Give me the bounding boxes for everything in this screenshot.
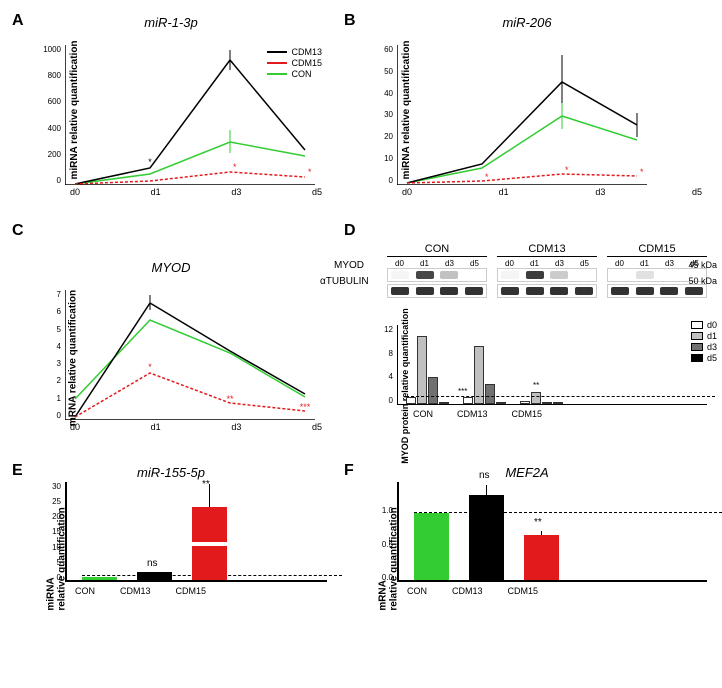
panel-d-barlabels: CON CDM13 CDM15 <box>397 409 707 419</box>
panel-c-label: C <box>12 222 24 240</box>
bar-e-cdm15: ** <box>192 507 227 580</box>
panel-a: A miR-1-3p miRNA relative quantification… <box>10 10 332 210</box>
panel-a-yticks: 1000 800 600 400 200 0 <box>37 45 61 185</box>
panel-b-xlabels: d0 d1 d3 d5 <box>397 187 707 197</box>
svg-text:*: * <box>233 162 237 172</box>
bar-f-con <box>414 513 449 580</box>
bars-cdm15: ** <box>520 392 563 404</box>
panel-b-svg: * * * <box>397 45 647 185</box>
panel-a-legend: CDM13 CDM15 CON <box>267 47 322 80</box>
panel-b-chart: 60 50 40 30 20 10 0 * <box>397 45 707 185</box>
panel-a-label: A <box>12 12 24 30</box>
panel-f-yticks: 1.0 0.5 0.0 <box>369 482 393 582</box>
panel-d-barchart: 12 8 4 0 *** <box>397 325 707 419</box>
e-con-label: CON <box>75 586 95 596</box>
panel-d-yticks: 12 8 4 0 <box>369 325 393 405</box>
figure-grid: A miR-1-3p miRNA relative quantification… <box>10 10 712 640</box>
tubulin-label: αTUBULIN <box>320 276 369 287</box>
panel-f-xlabels: CON CDM13 CDM15 <box>407 586 707 596</box>
e-cdm15-label: CDM15 <box>176 586 207 596</box>
svg-text:*: * <box>308 167 312 177</box>
panel-a-xlabels: d0 d1 d3 d5 <box>65 187 327 197</box>
svg-text:*: * <box>640 167 644 177</box>
panel-b-label: B <box>344 12 356 30</box>
blot-con: CON d0 d1 d3 d5 <box>387 243 487 300</box>
panel-d-legend: d0 d1 d3 d5 <box>691 320 717 364</box>
bar-e-cdm13: ns <box>137 572 172 580</box>
bar-e-con <box>82 577 117 580</box>
panel-e-label: E <box>12 462 23 480</box>
svg-text:*: * <box>565 165 569 175</box>
panel-c-yticks: 7 6 5 4 3 2 1 0 <box>37 290 61 420</box>
bar-f-cdm15: ** <box>524 535 559 580</box>
panel-c-title: MYOD <box>15 260 327 275</box>
panel-c-xlabels: d0 d1 d3 d5 <box>65 422 327 432</box>
svg-text:*: * <box>148 362 152 372</box>
svg-text:*: * <box>485 172 489 182</box>
panel-c-svg: * ** *** <box>65 290 315 420</box>
f-cdm13-label: CDM13 <box>452 586 483 596</box>
panel-b-yticks: 60 50 40 30 20 10 0 <box>369 45 393 185</box>
panel-b: B miR-206 miRNA relative quantification … <box>342 10 712 210</box>
svg-text:**: ** <box>226 394 234 404</box>
panel-f-label: F <box>344 462 354 480</box>
svg-text:*: * <box>228 45 232 50</box>
blot-cdm15: CDM15 d0 d1 d3 d5 <box>607 243 707 300</box>
svg-text:*: * <box>148 157 152 167</box>
panel-a-chart: 1000 800 600 400 200 0 * * <box>65 45 327 185</box>
bar-f-cdm13: ns <box>469 495 504 580</box>
panel-f: F MEF2A mRNA relative quantification 1.0… <box>342 460 712 640</box>
panel-f-title: MEF2A <box>347 465 707 480</box>
kda-45: 45 kDa <box>688 260 717 270</box>
panel-f-bars: ns ** <box>397 482 707 582</box>
western-blots: CON d0 d1 d3 d5 CDM13 d0 d1 d3 d5 <box>387 243 707 300</box>
panel-e-bars: ns ** <box>65 482 327 582</box>
panel-e-xlabels: CON CDM13 CDM15 <box>75 586 327 596</box>
e-cdm13-label: CDM13 <box>120 586 151 596</box>
panel-c-chart: 7 6 5 4 3 2 1 0 * ** *** d0 <box>65 290 327 420</box>
panel-d: D MYOD αTUBULIN 45 kDa 50 kDa CON d0 d1 … <box>342 220 712 450</box>
panel-a-title: miR-1-3p <box>15 15 327 30</box>
panel-b-title: miR-206 <box>347 15 707 30</box>
panel-e-title: miR-155-5p <box>15 465 327 480</box>
panel-e-yticks: 30 25 20 15 10 5 0 <box>37 482 61 582</box>
blot-cdm13: CDM13 d0 d1 d3 d5 <box>497 243 597 300</box>
f-con-label: CON <box>407 586 427 596</box>
f-cdm15-label: CDM15 <box>508 586 539 596</box>
panel-c: C MYOD mRNA relative quantification 7 6 … <box>10 220 332 450</box>
bars-con <box>406 336 449 404</box>
svg-text:***: *** <box>300 402 311 412</box>
panel-e: E miR-155-5p miRNA relative quantificati… <box>10 460 332 640</box>
myod-label: MYOD <box>334 260 364 271</box>
panel-d-label: D <box>344 222 356 240</box>
